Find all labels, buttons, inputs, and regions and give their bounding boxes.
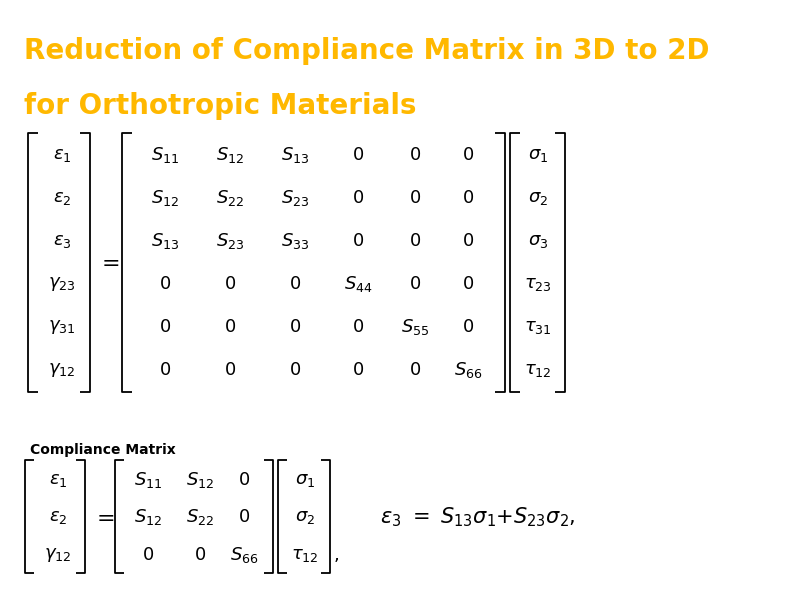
Text: $0$: $0$ [238, 508, 250, 526]
Text: $,$: $,$ [333, 546, 339, 564]
Text: $0$: $0$ [159, 361, 171, 379]
Text: $\gamma_{12}$: $\gamma_{12}$ [44, 546, 71, 564]
Text: $0$: $0$ [409, 361, 421, 379]
Text: $\sigma_3$: $\sigma_3$ [528, 232, 548, 250]
Text: $0$: $0$ [224, 318, 236, 336]
Text: $\varepsilon_3$: $\varepsilon_3$ [52, 232, 71, 250]
Text: $S_{66}$: $S_{66}$ [453, 360, 482, 380]
Text: $0$: $0$ [289, 318, 301, 336]
Text: $S_{22}$: $S_{22}$ [216, 188, 244, 208]
Text: $\varepsilon_1$: $\varepsilon_1$ [52, 146, 71, 164]
Text: $\tau_{12}$: $\tau_{12}$ [291, 546, 319, 564]
Text: $=$: $=$ [97, 252, 119, 273]
Text: $S_{23}$: $S_{23}$ [281, 188, 309, 208]
Text: Compliance Matrix: Compliance Matrix [30, 443, 175, 457]
Text: $S_{12}$: $S_{12}$ [186, 470, 214, 490]
Text: $S_{13}$: $S_{13}$ [151, 231, 179, 251]
Text: $0$: $0$ [462, 232, 474, 250]
Text: $\varepsilon_3 \ = \ S_{13}\sigma_1 {+} S_{23}\sigma_2,$: $\varepsilon_3 \ = \ S_{13}\sigma_1 {+} … [380, 506, 576, 530]
Text: $0$: $0$ [409, 275, 421, 293]
Text: $=$: $=$ [92, 508, 114, 528]
Text: $\gamma_{31}$: $\gamma_{31}$ [48, 318, 75, 336]
Text: $S_{22}$: $S_{22}$ [186, 507, 214, 527]
Text: $\varepsilon_2$: $\varepsilon_2$ [52, 189, 71, 207]
Text: $S_{66}$: $S_{66}$ [229, 545, 258, 565]
Text: $S_{12}$: $S_{12}$ [134, 507, 162, 527]
Text: $0$: $0$ [409, 232, 421, 250]
Text: $0$: $0$ [352, 189, 364, 207]
Text: $0$: $0$ [462, 275, 474, 293]
Text: $\sigma_1$: $\sigma_1$ [528, 146, 548, 164]
Text: $\tau_{12}$: $\tau_{12}$ [524, 361, 552, 379]
Text: Reduction of Compliance Matrix in 3D to 2D: Reduction of Compliance Matrix in 3D to … [24, 37, 709, 65]
Text: $\varepsilon_1$: $\varepsilon_1$ [48, 471, 67, 489]
Text: $0$: $0$ [409, 146, 421, 164]
Text: $0$: $0$ [352, 232, 364, 250]
Text: $0$: $0$ [462, 318, 474, 336]
Text: $S_{23}$: $S_{23}$ [216, 231, 245, 251]
Text: $0$: $0$ [142, 546, 154, 564]
Text: $\varepsilon_2$: $\varepsilon_2$ [48, 508, 67, 526]
Text: $\sigma_2$: $\sigma_2$ [295, 508, 315, 526]
Text: $\sigma_1$: $\sigma_1$ [295, 471, 315, 489]
Text: $0$: $0$ [462, 146, 474, 164]
Text: $\gamma_{23}$: $\gamma_{23}$ [48, 275, 75, 293]
Text: $0$: $0$ [289, 361, 301, 379]
Text: $0$: $0$ [289, 275, 301, 293]
Text: for Orthotropic Materials: for Orthotropic Materials [24, 92, 416, 120]
Text: $0$: $0$ [352, 361, 364, 379]
Text: $0$: $0$ [352, 318, 364, 336]
Text: $\gamma_{12}$: $\gamma_{12}$ [48, 361, 75, 379]
Text: $0$: $0$ [159, 318, 171, 336]
Text: $\sigma_2$: $\sigma_2$ [528, 189, 548, 207]
Text: $\tau_{23}$: $\tau_{23}$ [524, 275, 552, 293]
Text: $S_{44}$: $S_{44}$ [344, 274, 372, 294]
Text: $0$: $0$ [462, 189, 474, 207]
Text: $S_{13}$: $S_{13}$ [281, 145, 309, 165]
Text: $0$: $0$ [238, 471, 250, 489]
Text: $S_{12}$: $S_{12}$ [151, 188, 179, 208]
Text: $0$: $0$ [409, 189, 421, 207]
Text: $0$: $0$ [159, 275, 171, 293]
Text: $0$: $0$ [224, 361, 236, 379]
Text: $\tau_{31}$: $\tau_{31}$ [524, 318, 552, 336]
Text: $0$: $0$ [194, 546, 206, 564]
Text: $S_{55}$: $S_{55}$ [401, 317, 430, 337]
Text: $0$: $0$ [224, 275, 236, 293]
Text: $S_{12}$: $S_{12}$ [216, 145, 244, 165]
Text: $S_{11}$: $S_{11}$ [151, 145, 179, 165]
Text: $0$: $0$ [352, 146, 364, 164]
Text: $S_{33}$: $S_{33}$ [281, 231, 309, 251]
Text: $S_{11}$: $S_{11}$ [134, 470, 162, 490]
